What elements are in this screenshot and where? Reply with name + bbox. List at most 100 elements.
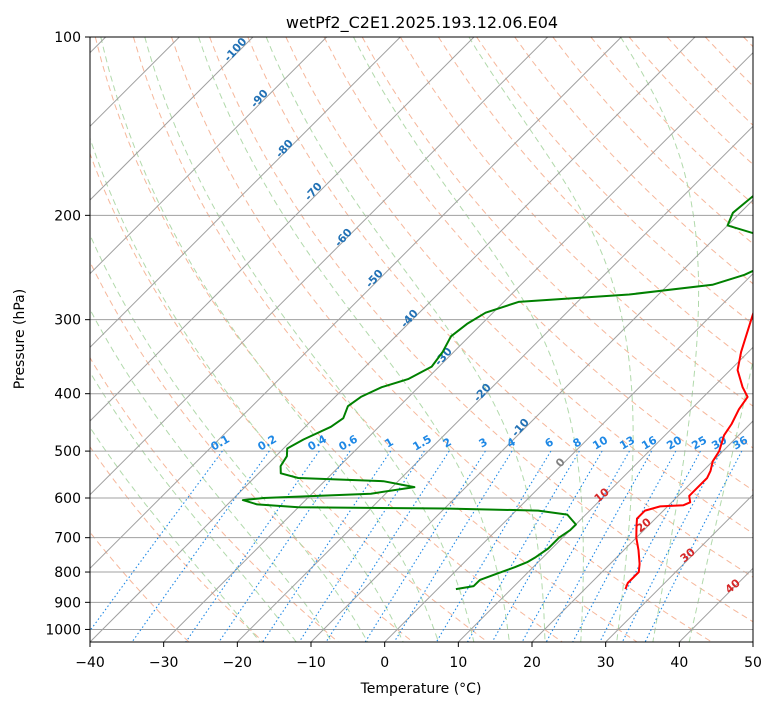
dry-adiabat <box>90 260 414 642</box>
y-tick-label: 100 <box>54 30 81 46</box>
mixing-ratio-line <box>393 450 513 642</box>
moist-adiabat-label: -70 <box>302 180 325 204</box>
isotherm-line <box>90 37 549 496</box>
mixing-ratio-line <box>90 450 223 632</box>
moist-adiabat-label: -20 <box>471 381 494 405</box>
isotherm-line <box>90 37 622 570</box>
moist-adiabat-label: -50 <box>363 267 386 291</box>
x-tick-label: −30 <box>149 655 179 671</box>
dry-adiabat-label: 10 <box>592 485 612 505</box>
mixing-ratio-line <box>364 450 486 642</box>
moist-adiabat-label: -40 <box>398 307 421 331</box>
moist-adiabat <box>198 37 510 642</box>
mixing-ratio-line <box>545 450 653 642</box>
mixing-ratio-line <box>131 450 270 642</box>
isotherm-line <box>752 641 753 642</box>
moist-adiabat-label: -60 <box>332 226 355 250</box>
y-tick-label: 200 <box>54 208 81 224</box>
isotherm-line <box>90 37 328 275</box>
x-tick-label: −40 <box>75 655 105 671</box>
moist-adiabat <box>144 37 475 642</box>
moist-adiabat-label: -80 <box>273 137 296 161</box>
isotherm-line <box>384 272 753 642</box>
moist-adiabat-label: -10 <box>509 416 532 440</box>
profile-lines <box>241 194 753 591</box>
dry-adiabat <box>90 152 488 642</box>
mixing-ratio-label: 10 <box>590 433 610 452</box>
isotherm-line <box>90 37 401 349</box>
moist-adiabat <box>265 37 546 642</box>
isotherm-line <box>90 37 475 422</box>
mixing-ratio-label: 16 <box>639 433 659 452</box>
moist-adiabat <box>620 37 700 642</box>
moist-adiabat <box>90 371 297 642</box>
dry-adiabat <box>94 37 563 642</box>
moist-adiabat <box>688 358 753 642</box>
moist-adiabat-label: -90 <box>248 87 271 111</box>
mixing-ratio-label: 20 <box>664 433 684 452</box>
dry-adiabat <box>437 37 753 366</box>
x-tick-label: −10 <box>296 655 326 671</box>
dry-adiabat <box>90 531 190 642</box>
isotherm-line <box>457 346 753 642</box>
mixing-ratio-label: 1 <box>383 435 396 450</box>
moist-adiabat-label: 0 <box>553 455 568 470</box>
isotherm-line <box>236 125 753 642</box>
dry-adiabat <box>90 356 339 642</box>
y-tick-label: 300 <box>54 313 81 329</box>
isotherm-line <box>90 37 254 201</box>
y-axis-label: Pressure (hPa) <box>12 289 28 389</box>
mixing-ratio-label: 8 <box>571 435 584 450</box>
mixing-ratio-line <box>599 450 701 642</box>
x-axis-label: Temperature (°C) <box>360 681 482 697</box>
chart-title: wetPf2_C2E1.2025.193.12.06.E04 <box>286 13 558 33</box>
x-tick-label: 30 <box>597 655 615 671</box>
background-lines <box>90 37 753 642</box>
x-tick-label: 20 <box>523 655 541 671</box>
mixing-ratio-label: 36 <box>730 433 750 452</box>
dry-adiabat <box>552 37 753 245</box>
x-tick-label: 10 <box>449 655 467 671</box>
y-tick-label: 400 <box>54 387 81 403</box>
mixing-ratio-line <box>218 450 351 642</box>
moist-adiabat <box>90 233 369 642</box>
isotherm-line <box>310 199 753 642</box>
dry-adiabat <box>171 37 712 642</box>
dry-adiabat-label: 30 <box>678 545 698 565</box>
plot-frame <box>89 36 754 643</box>
mixing-ratio-line <box>491 450 603 642</box>
dry-adiabat <box>704 37 753 87</box>
moist-adiabat <box>90 308 333 642</box>
mixing-ratio-label: 0.6 <box>337 432 361 453</box>
dry-adiabat <box>476 37 753 325</box>
mixing-ratio-label: 0.1 <box>209 432 232 453</box>
mixing-ratio-line <box>644 450 743 642</box>
y-tick-label: 700 <box>54 531 81 547</box>
isotherm-line <box>605 493 753 642</box>
x-tick-label: 40 <box>670 655 688 671</box>
mixing-ratio-line <box>521 450 630 642</box>
mixing-ratio-label: 1.5 <box>411 432 434 453</box>
moist-adiabat <box>100 37 439 642</box>
moist-adiabat-label: -30 <box>432 345 455 369</box>
isotherm-line <box>163 51 753 642</box>
dry-adiabat <box>285 37 753 535</box>
x-tick-label: 0 <box>380 655 389 671</box>
moist-adiabat <box>353 37 584 642</box>
isotherm-line <box>90 37 696 642</box>
isotherm-line <box>531 420 753 642</box>
mixing-ratio-label: 6 <box>543 435 556 450</box>
dry-adiabat <box>132 37 638 642</box>
mixing-ratio-line <box>572 450 677 642</box>
dry-adiabat-label: 40 <box>723 576 743 596</box>
mixing-ratio-line <box>185 450 320 642</box>
mixing-ratio-label: 0.2 <box>256 432 279 453</box>
y-tick-label: 500 <box>54 444 81 460</box>
dewpoint-line <box>241 194 753 591</box>
dry-adiabat <box>743 37 753 48</box>
mixing-ratio-line <box>621 450 722 642</box>
x-tick-label: −20 <box>223 655 253 671</box>
y-tick-label: 900 <box>54 595 81 611</box>
mixing-ratio-label: 25 <box>689 434 709 453</box>
